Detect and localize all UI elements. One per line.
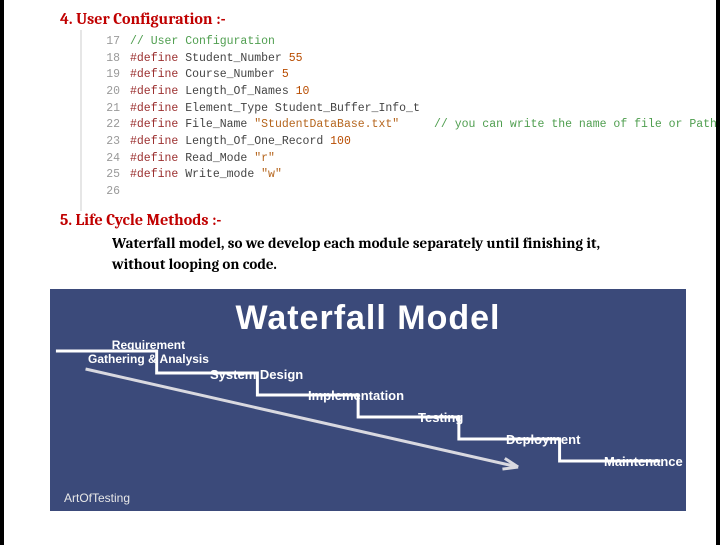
code-line: 23#define Length_Of_One_Record 100 [154,134,716,151]
code-token: 55 [289,52,303,65]
code-token: 5 [282,68,289,81]
code-token: #define [130,52,185,65]
code-token: 10 [296,85,310,98]
line-number: 23 [98,134,120,151]
line-number: 24 [98,151,120,168]
line-number: 18 [98,51,120,68]
waterfall-step-label: System Design [210,367,303,382]
code-token: "StudentDataBase.txt" [254,118,399,131]
code-line: 18#define Student_Number 55 [154,51,716,68]
code-line: 22#define File_Name "StudentDataBase.txt… [154,117,716,134]
code-token: Write_mode [185,168,261,181]
user-configuration-code: 17// User Configuration18#define Student… [80,30,716,211]
code-line: 17// User Configuration [154,34,716,51]
code-token: Student_Number [185,52,289,65]
line-number: 19 [98,67,120,84]
code-token: #define [130,102,185,115]
waterfall-step-label: Testing [418,410,463,425]
code-line: 19#define Course_Number 5 [154,67,716,84]
code-line: 20#define Length_Of_Names 10 [154,84,716,101]
code-token: #define [130,68,185,81]
code-token: "w" [261,168,282,181]
code-line: 26 [154,184,716,201]
code-token: Course_Number [185,68,282,81]
waterfall-step-label: Maintenance [604,454,683,469]
code-token: #define [130,118,185,131]
line-number: 20 [98,84,120,101]
code-token: #define [130,135,185,148]
line-number: 25 [98,167,120,184]
line-number: 17 [98,34,120,51]
section-5-body: Waterfall model, so we develop each modu… [4,229,716,275]
code-token: Length_Of_Names [185,85,295,98]
code-line: 21#define Element_Type Student_Buffer_In… [154,101,716,118]
code-token: #define [130,85,185,98]
section-4-heading: 4. User Configuration :- [4,0,716,28]
waterfall-step-label: Deployment [506,432,580,447]
code-inline-comment: // you can write the name of file or Pat… [434,117,720,134]
code-token: #define [130,152,185,165]
code-token: // User Configuration [130,35,275,48]
line-number: 21 [98,101,120,118]
code-line: 24#define Read_Mode "r" [154,151,716,168]
code-token: Length_Of_One_Record [185,135,330,148]
waterfall-title: Waterfall Model [50,289,686,338]
waterfall-diagram: Waterfall Model Requirement Gathering & … [50,289,686,511]
code-token: File_Name [185,118,254,131]
code-token: #define [130,168,185,181]
code-token: 100 [330,135,351,148]
code-token: "r" [254,152,275,165]
code-line: 25#define Write_mode "w" [154,167,716,184]
code-token: Read_Mode [185,152,254,165]
line-number: 22 [98,117,120,134]
waterfall-step-label: Implementation [308,388,404,403]
line-number: 26 [98,184,120,201]
code-token: Element_Type Student_Buffer_Info_t [185,102,420,115]
section-5-heading: 5. Life Cycle Methods :- [4,211,716,229]
waterfall-attribution: ArtOfTesting [64,491,130,505]
waterfall-step-label: Requirement Gathering & Analysis [88,339,209,367]
